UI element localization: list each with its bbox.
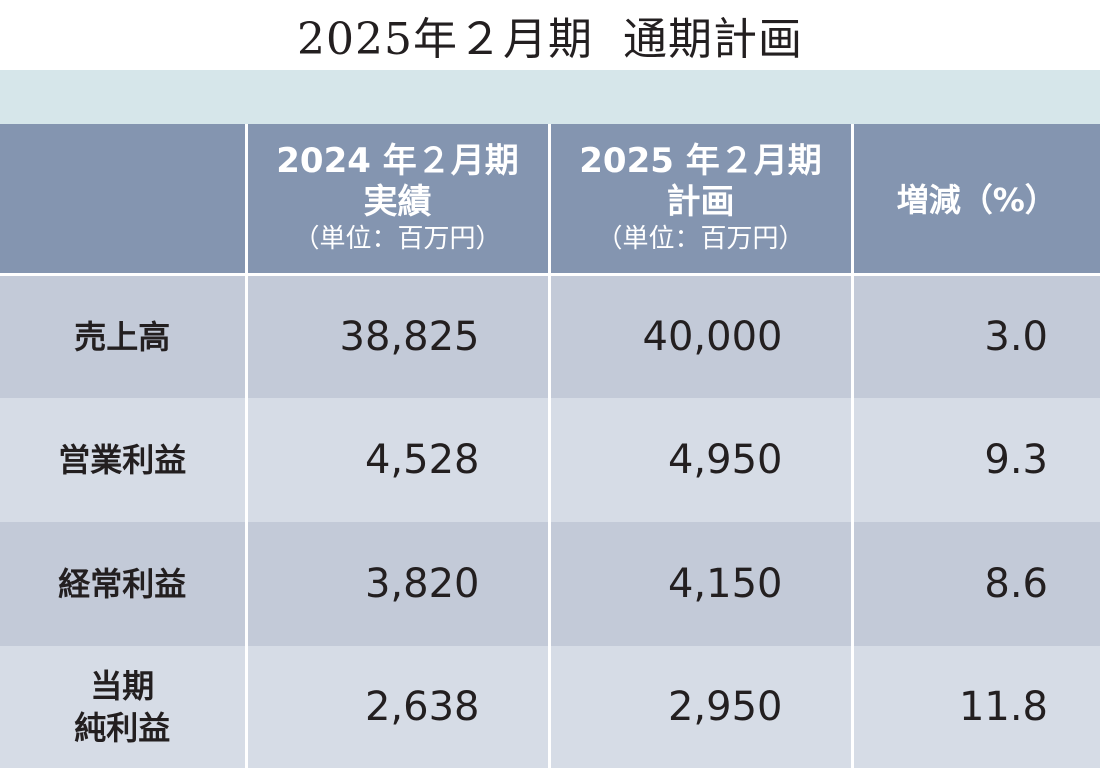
header-actual-2024: 2024 年２月期 実績 （単位：百万円） <box>244 124 549 276</box>
row-label-text: 売上高 <box>74 317 171 356</box>
header-change-pct-label: 増減（%） <box>896 181 1057 220</box>
row-label-text: 営業利益 <box>58 441 187 479</box>
header-actual-2024-period: 2024 年２月期 <box>276 141 519 182</box>
cell-plan-2025: 2,950 <box>547 646 852 768</box>
row-label-text: 経常利益 <box>58 565 187 603</box>
financial-plan-table: 2024 年２月期 実績 （単位：百万円） 2025 年２月期 計画 （単位：百… <box>0 124 1100 768</box>
cell-plan-2025: 40,000 <box>547 274 852 398</box>
row-label-text: 純利益 <box>74 709 171 747</box>
header-plan-2025-type: 計画 <box>666 182 735 223</box>
table-row: 営業利益 4,528 4,950 9.3 <box>0 398 1100 522</box>
cell-actual-2024: 2,638 <box>244 646 549 768</box>
page-title: 2025年２月期 通期計画 <box>297 14 803 65</box>
cell-plan-2025: 4,950 <box>547 398 852 522</box>
header-plan-2025-unit: （単位：百万円） <box>596 224 805 255</box>
cell-change-pct: 3.0 <box>850 274 1100 398</box>
table-header-row: 2024 年２月期 実績 （単位：百万円） 2025 年２月期 計画 （単位：百… <box>0 124 1100 276</box>
financial-plan-table-wrapper: 2024 年２月期 実績 （単位：百万円） 2025 年２月期 計画 （単位：百… <box>0 124 1100 770</box>
header-actual-2024-type: 実績 <box>363 182 432 223</box>
row-label-text: 当期 <box>90 667 155 705</box>
header-change-pct: 増減（%） <box>850 124 1100 276</box>
title-band <box>0 70 1100 124</box>
cell-plan-2025: 4,150 <box>547 522 852 646</box>
table-row: 当期 純利益 2,638 2,950 11.8 <box>0 646 1100 768</box>
cell-change-pct: 8.6 <box>850 522 1100 646</box>
cell-change-pct: 11.8 <box>850 646 1100 768</box>
cell-actual-2024: 3,820 <box>244 522 549 646</box>
cell-actual-2024: 38,825 <box>244 274 549 398</box>
row-label-ordinary-profit: 経常利益 <box>0 522 246 646</box>
cell-change-pct: 9.3 <box>850 398 1100 522</box>
row-label-net-profit: 当期 純利益 <box>0 646 246 768</box>
row-label-net-sales: 売上高 <box>0 274 246 398</box>
header-plan-2025-period: 2025 年２月期 <box>579 141 822 182</box>
row-label-operating-profit: 営業利益 <box>0 398 246 522</box>
cell-actual-2024: 4,528 <box>244 398 549 522</box>
header-corner-cell <box>0 124 246 276</box>
header-actual-2024-unit: （単位：百万円） <box>293 224 502 255</box>
table-row: 経常利益 3,820 4,150 8.6 <box>0 522 1100 646</box>
header-plan-2025: 2025 年２月期 計画 （単位：百万円） <box>547 124 852 276</box>
table-row: 売上高 38,825 40,000 3.0 <box>0 274 1100 398</box>
